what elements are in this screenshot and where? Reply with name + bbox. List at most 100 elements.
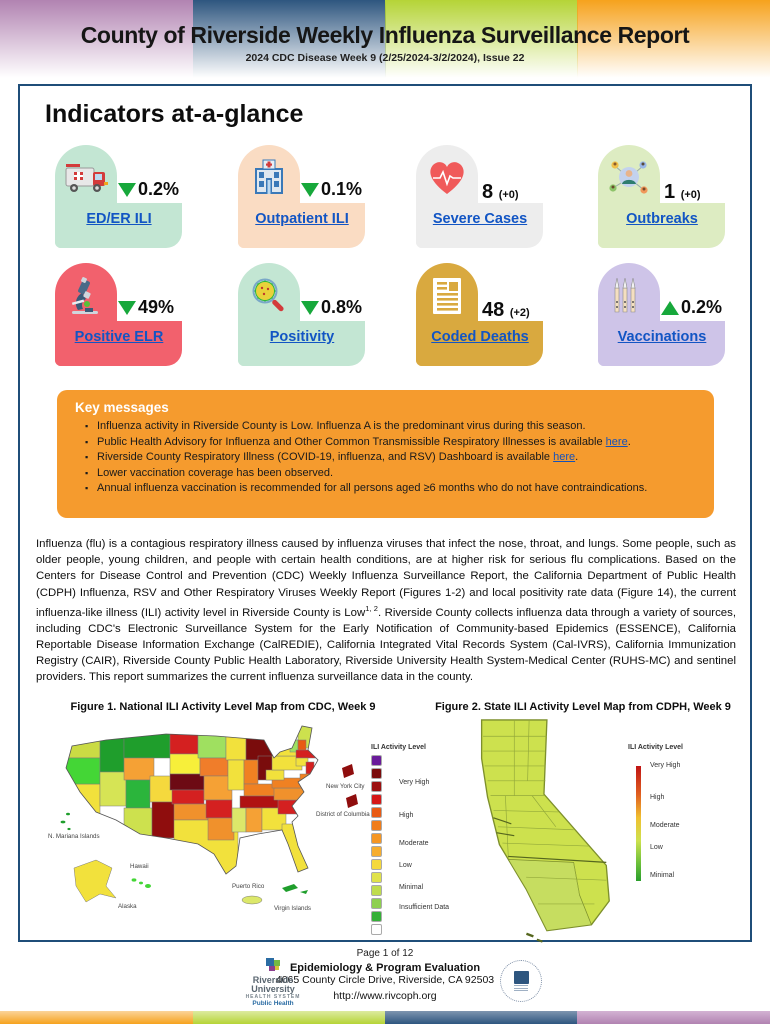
state-MN	[197, 729, 227, 759]
indicator-tile-outbreaks: 1 (+0) Outbreaks	[598, 145, 768, 248]
page-footer: Page 1 of 12 Epidemiology & Program Eval…	[180, 948, 590, 1004]
legend-swatch	[371, 768, 382, 779]
tile-link-positivity[interactable]: Positivity	[269, 329, 335, 345]
indicator-tile-outpatient-ili: 0.1% Outpatient ILI	[238, 145, 408, 248]
footer-band-lime	[193, 1011, 386, 1024]
legend-swatch	[371, 833, 382, 844]
header-band-blue	[193, 0, 386, 82]
key-message-item: Annual influenza vaccination is recommen…	[85, 481, 700, 497]
state-SC	[277, 799, 301, 815]
tile-link-positive-elr[interactable]: Positive ELR	[74, 329, 164, 345]
indicator-tile-coded-deaths: 48 (+2) Coded Deaths	[416, 263, 586, 366]
tile-value: 0.2%	[681, 297, 723, 317]
legend-swatch	[371, 781, 382, 792]
key-messages-list: Influenza activity in Riverside County i…	[57, 419, 714, 497]
figure2-caption: Figure 2. State ILI Activity Level Map f…	[435, 701, 731, 713]
state-AL	[245, 807, 263, 833]
footer-address: 4065 County Circle Drive, Riverside, CA …	[275, 974, 495, 986]
tile-link-outbreaks[interactable]: Outbreaks	[626, 211, 698, 227]
state-IL	[227, 759, 245, 791]
state-UT	[125, 779, 151, 809]
svg-text:District of Columbia: District of Columbia	[316, 811, 370, 818]
footer-url-link[interactable]: http://www.rivcoph.org	[333, 990, 437, 1002]
page-number: Page 1 of 12	[356, 948, 414, 959]
tile-link-ed-er-ili[interactable]: ED/ER ILI	[86, 211, 152, 227]
tile-delta: (+0)	[680, 189, 701, 201]
county-lines	[483, 719, 607, 905]
footnote-reference: 1, 2	[365, 603, 378, 613]
vaccine-vials-icon	[607, 276, 652, 316]
state-KS	[171, 789, 205, 805]
ambulance-icon	[64, 158, 109, 198]
bullet-text: Annual influenza vaccination is recommen…	[97, 482, 648, 495]
state-AR	[205, 799, 233, 819]
legend-swatch	[371, 755, 382, 766]
tile-delta: (+2)	[509, 307, 530, 319]
state-OR	[66, 757, 101, 785]
figure2-legend: ILI Activity Level Very High High Modera…	[628, 744, 738, 881]
state-IA	[199, 757, 229, 777]
region-DC	[346, 794, 358, 808]
people-network-icon	[607, 158, 652, 198]
bullet-text: .	[575, 451, 579, 464]
tile-link-vaccinations[interactable]: Vaccinations	[617, 329, 707, 345]
legend-title: ILI Activity Level	[628, 744, 683, 751]
indicator-tile-vaccinations: 0.2% Vaccinations	[598, 263, 768, 366]
bullet-text: Lower vaccination coverage has been obse…	[97, 466, 334, 479]
svg-text:N. Mariana Islands: N. Mariana Islands	[48, 833, 100, 840]
legend-swatch	[371, 820, 382, 831]
tile-shape	[416, 203, 543, 248]
tile-shape	[598, 203, 725, 248]
tile-link-severe-cases[interactable]: Severe Cases	[432, 211, 528, 227]
dashboard-link[interactable]: here	[553, 451, 576, 464]
state-WY	[123, 757, 155, 781]
state-WV	[265, 769, 285, 781]
tile-count: 1 (+0)	[664, 181, 701, 204]
footer-department: Epidemiology & Program Evaluation	[289, 962, 481, 974]
tile-value: 48	[482, 299, 505, 321]
svg-text:Alaska: Alaska	[118, 903, 137, 910]
bullet-text: Influenza activity in Riverside County i…	[97, 420, 586, 432]
header-band-purple	[0, 0, 193, 82]
footer-band-purple	[577, 1011, 770, 1024]
tile-shape	[55, 203, 182, 248]
tile-trend-value: 0.2%	[661, 297, 722, 318]
state-IN	[243, 759, 259, 785]
trend-down-icon	[118, 182, 136, 197]
svg-text:New York City: New York City	[326, 783, 365, 790]
key-messages-box: Key messages Influenza activity in River…	[57, 390, 714, 518]
state-MS	[231, 807, 247, 833]
key-message-item: Public Health Advisory for Influenza and…	[85, 435, 700, 451]
tile-shape	[416, 321, 543, 366]
tile-trend-value: 0.2%	[118, 179, 179, 200]
legend-swatch	[371, 924, 382, 935]
legend-gradient-bar	[636, 766, 641, 881]
channel-islands	[526, 932, 543, 943]
national-ili-map: N. Mariana Islands Hawaii Alaska Puerto …	[48, 725, 370, 912]
territory-VI	[282, 884, 308, 894]
region-NYC	[342, 764, 354, 778]
tile-value: 0.8%	[321, 297, 363, 317]
tile-count: 48 (+2)	[482, 299, 530, 322]
legend-swatch	[371, 911, 382, 922]
figure1-caption: Figure 1. National ILI Activity Level Ma…	[70, 701, 376, 713]
legend-swatch	[371, 846, 382, 857]
state-AK	[73, 859, 117, 903]
bullet-text: Riverside County Respiratory Illness (CO…	[97, 451, 554, 464]
tile-link-coded-deaths[interactable]: Coded Deaths	[431, 329, 529, 345]
tile-shape	[598, 321, 725, 366]
tile-shape	[238, 203, 365, 248]
tile-trend-value: 0.1%	[301, 179, 362, 200]
state-LA	[207, 817, 235, 841]
map-inset-labels: N. Mariana Islands Hawaii Alaska Puerto …	[48, 783, 370, 912]
state-ili-map	[480, 719, 610, 943]
svg-text:Hawaii: Hawaii	[130, 863, 149, 870]
territory-PR	[241, 895, 263, 905]
microscope-icon	[64, 276, 109, 316]
trend-up-icon	[661, 300, 679, 315]
key-message-item: Lower vaccination coverage has been obse…	[85, 466, 700, 482]
advisory-link[interactable]: here	[605, 435, 628, 448]
tile-link-outpatient-ili[interactable]: Outpatient ILI	[255, 211, 349, 227]
tile-value: 49%	[138, 297, 175, 317]
